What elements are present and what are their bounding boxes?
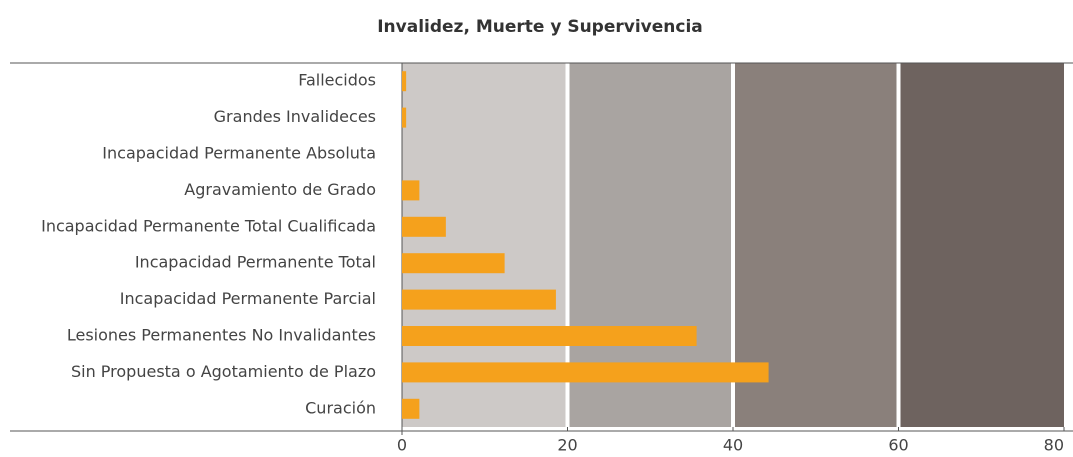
bar [402, 180, 420, 201]
x-tick-label: 0 [397, 436, 407, 455]
chart-title: Invalidez, Muerte y Supervivencia [377, 17, 703, 37]
x-tick-label: 80 [1044, 436, 1064, 455]
y-tick-label: Sin Propuesta o Agotamiento de Plazo [71, 362, 376, 381]
y-tick-label: Fallecidos [298, 71, 376, 90]
y-tick-label: Incapacidad Permanente Total [135, 253, 376, 272]
x-tick-label: 40 [723, 436, 743, 455]
x-tick-label: 20 [557, 436, 577, 455]
bar [402, 216, 446, 237]
y-tick-label: Curación [305, 398, 376, 417]
bar [402, 289, 556, 310]
y-tick-label: Incapacidad Permanente Parcial [120, 289, 376, 308]
bar [402, 326, 697, 346]
bar [402, 398, 420, 419]
y-tick-label: Lesiones Permanentes No Invalidantes [67, 326, 376, 345]
background-band [898, 63, 1064, 427]
bar [402, 71, 407, 92]
bar [402, 253, 505, 274]
y-tick-label: Agravamiento de Grado [184, 180, 376, 199]
y-tick-label: Grandes Invalideces [214, 107, 376, 126]
y-tick-label: Incapacidad Permanente Total Cualificada [41, 216, 376, 235]
bar [402, 107, 407, 128]
x-tick-label: 60 [888, 436, 908, 455]
y-tick-label: Incapacidad Permanente Absoluta [102, 144, 376, 163]
bar [402, 362, 769, 383]
